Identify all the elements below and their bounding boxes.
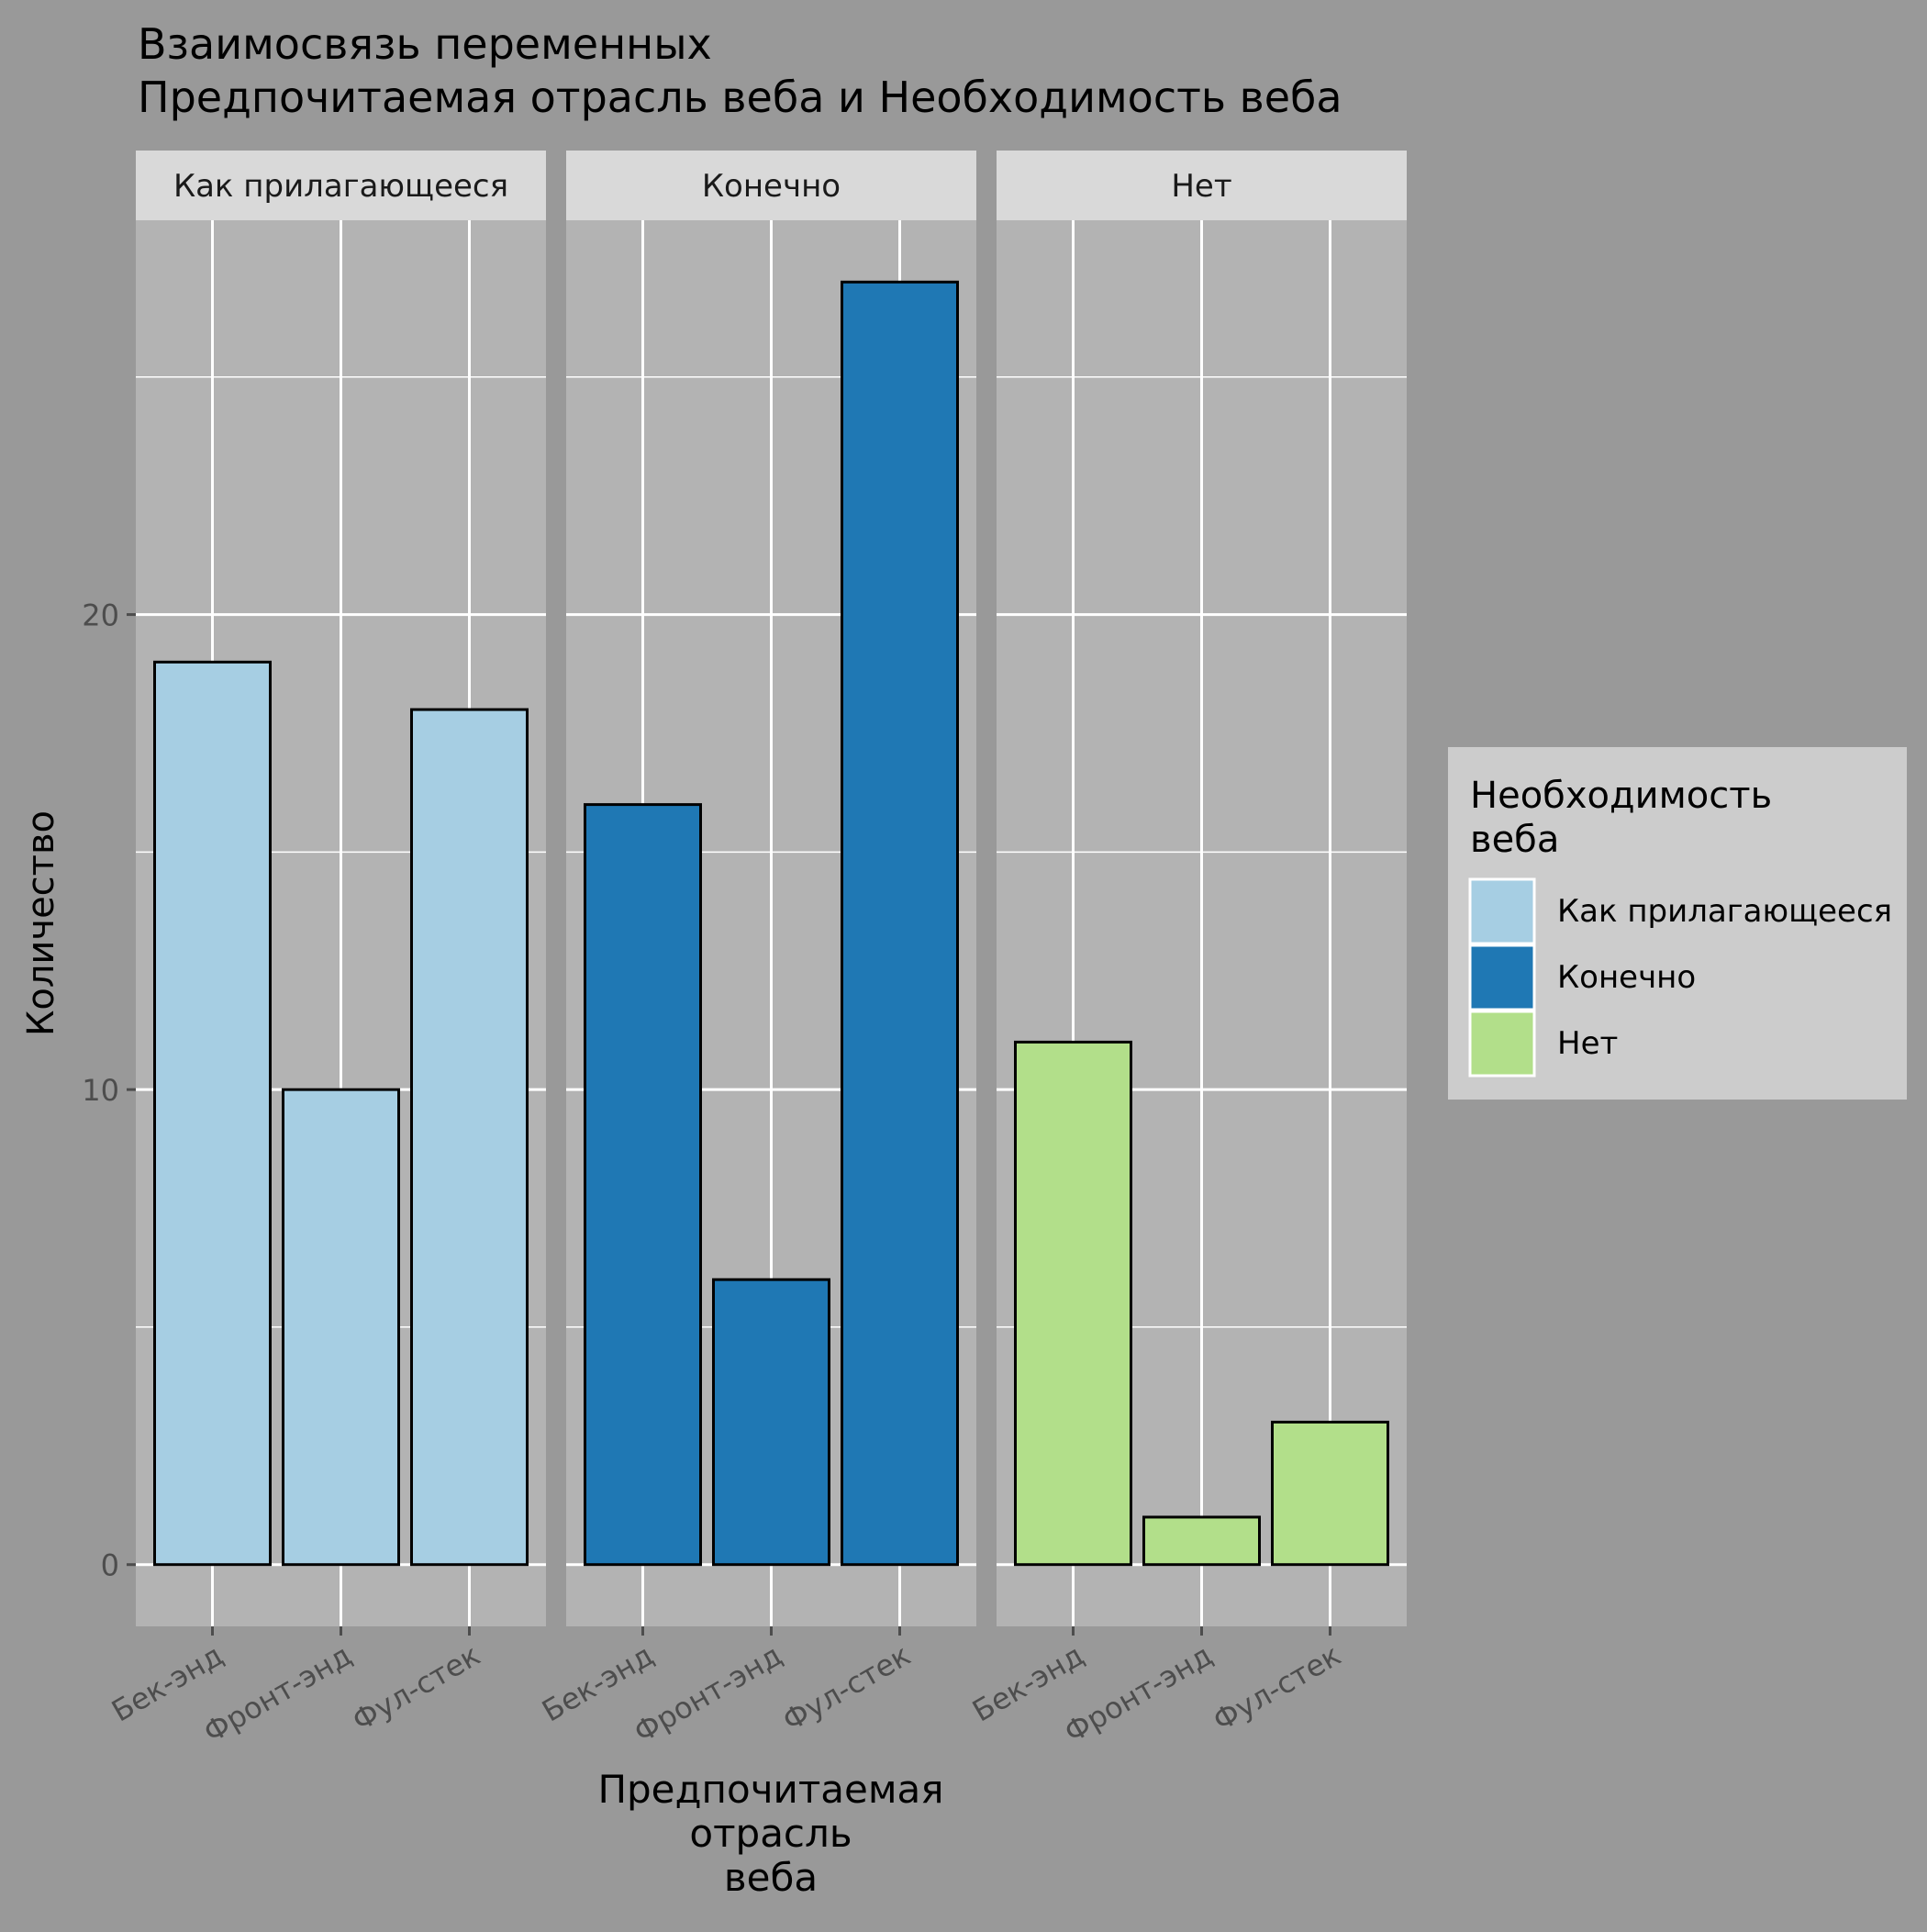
facet-panel-1: Как прилагающеесяБек-эндФронт-эндФул-сте…: [106, 151, 546, 1750]
legend-item-label: Нет: [1557, 1025, 1618, 1062]
y-tick-label: 10: [82, 1073, 119, 1108]
facet-strip: [997, 151, 1407, 220]
legend-item-label: Конечно: [1557, 959, 1696, 996]
bar: [153, 660, 272, 1567]
legend-title-line: веба: [1470, 819, 1559, 861]
x-axis-label-line: Предпочитаемая: [597, 1767, 943, 1812]
facet-strip: [136, 151, 546, 220]
bar: [712, 1278, 830, 1567]
legend-item-label: Как прилагающееся: [1557, 893, 1892, 930]
y-tick-label: 0: [101, 1548, 119, 1583]
bar: [1142, 1515, 1261, 1567]
facet-strip-label: Как прилагающееся: [173, 168, 508, 205]
legend-swatch: [1468, 1010, 1536, 1078]
x-axis-label-line: отрасль: [689, 1811, 852, 1856]
legend-swatch: [1468, 944, 1536, 1011]
x-axis-label-line: веба: [724, 1855, 818, 1900]
bar: [1271, 1420, 1389, 1567]
facet-strip: [566, 151, 976, 220]
facet-strip-label: Нет: [1171, 168, 1231, 205]
bar: [410, 708, 529, 1567]
facet-strip-label: Конечно: [702, 168, 841, 205]
bar: [282, 1088, 400, 1567]
y-axis-label: Количество: [20, 810, 62, 1036]
chart-title-line: Взаимосвязь переменных: [138, 19, 712, 69]
bar: [841, 280, 959, 1567]
y-tick-label: 20: [82, 598, 119, 633]
legend-title-line: Необходимость: [1470, 775, 1772, 817]
chart-title-line: Предпочитаемая отрасль веба и Необходимо…: [138, 73, 1342, 122]
bar: [584, 803, 702, 1567]
legend-swatch: [1468, 877, 1536, 945]
bar: [1014, 1040, 1132, 1567]
